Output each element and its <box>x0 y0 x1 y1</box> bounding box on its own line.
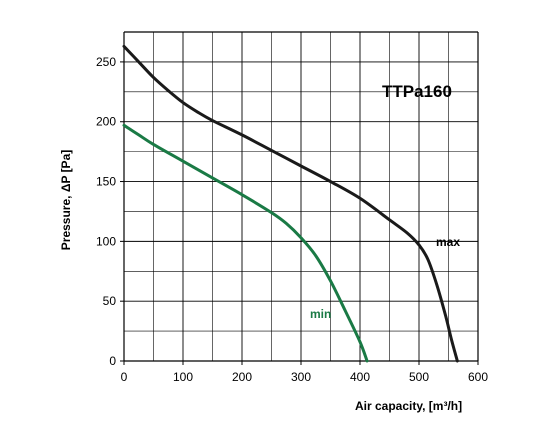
y-tick-label: 150 <box>96 175 116 189</box>
y-tick-label: 250 <box>96 55 116 69</box>
x-tick-label: 400 <box>350 370 370 384</box>
x-tick-label: 0 <box>121 370 128 384</box>
series-label-min: min <box>310 307 331 321</box>
x-tick-label: 600 <box>468 370 488 384</box>
series-line-max <box>122 44 459 363</box>
chart-title: TTPa160 <box>382 82 452 101</box>
y-tick-label: 100 <box>96 234 116 248</box>
grid-lines <box>120 31 479 365</box>
y-axis-label: Pressure, ΔP [Pa] <box>59 150 73 250</box>
y-tick-label: 200 <box>96 115 116 129</box>
x-axis-label: Air capacity, [m³/h] <box>355 399 462 413</box>
x-tick-label: 100 <box>173 370 193 384</box>
x-tick-label: 200 <box>232 370 252 384</box>
series-line-min <box>122 123 369 363</box>
x-tick-label: 500 <box>409 370 429 384</box>
tick-labels: 0 100 200 300 400 500 600 0 50 100 150 200 250 <box>96 55 488 384</box>
x-tick-label: 300 <box>291 370 311 384</box>
y-tick-label: 0 <box>109 354 116 368</box>
curves <box>122 44 459 363</box>
series-label-max: max <box>436 235 460 249</box>
y-tick-label: 50 <box>103 294 117 308</box>
